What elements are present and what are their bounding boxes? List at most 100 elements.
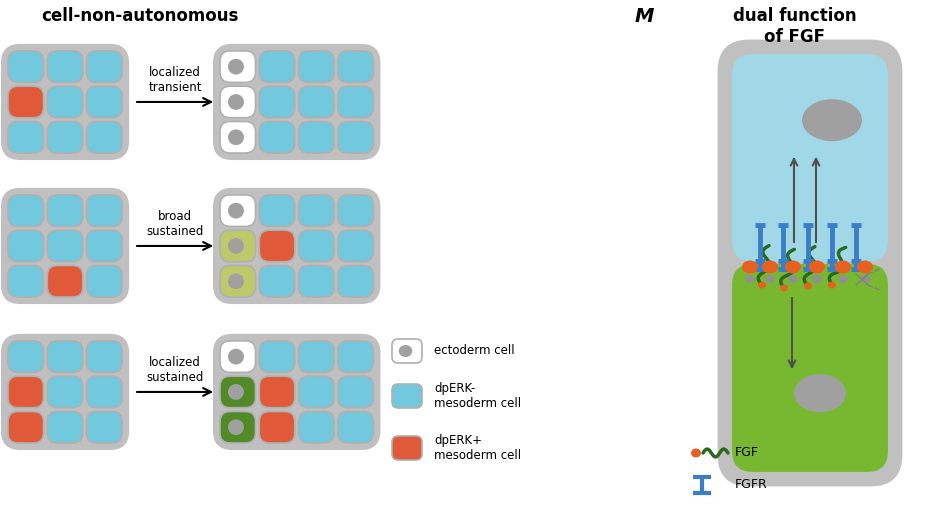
Ellipse shape: [228, 419, 244, 435]
Ellipse shape: [228, 129, 244, 145]
FancyBboxPatch shape: [259, 266, 295, 297]
FancyBboxPatch shape: [338, 341, 373, 372]
FancyBboxPatch shape: [8, 412, 44, 443]
Ellipse shape: [762, 260, 778, 274]
Ellipse shape: [228, 349, 244, 364]
FancyBboxPatch shape: [338, 230, 373, 261]
Text: localized
sustained: localized sustained: [146, 356, 203, 384]
FancyBboxPatch shape: [48, 86, 83, 118]
FancyBboxPatch shape: [259, 376, 295, 408]
FancyBboxPatch shape: [299, 51, 334, 82]
FancyBboxPatch shape: [299, 195, 334, 226]
Ellipse shape: [691, 448, 701, 457]
FancyBboxPatch shape: [48, 121, 83, 153]
FancyBboxPatch shape: [299, 121, 334, 153]
FancyBboxPatch shape: [299, 412, 334, 443]
FancyBboxPatch shape: [8, 51, 44, 82]
Ellipse shape: [742, 260, 758, 274]
FancyBboxPatch shape: [8, 195, 44, 226]
FancyBboxPatch shape: [48, 51, 83, 82]
FancyBboxPatch shape: [87, 230, 122, 261]
FancyBboxPatch shape: [719, 41, 901, 485]
Ellipse shape: [765, 275, 775, 283]
FancyBboxPatch shape: [8, 86, 44, 118]
FancyBboxPatch shape: [299, 266, 334, 297]
Ellipse shape: [860, 275, 870, 283]
FancyBboxPatch shape: [87, 376, 122, 408]
FancyBboxPatch shape: [214, 335, 380, 449]
FancyBboxPatch shape: [220, 230, 256, 261]
FancyBboxPatch shape: [220, 376, 256, 408]
Ellipse shape: [809, 260, 825, 274]
Ellipse shape: [398, 345, 412, 357]
FancyBboxPatch shape: [48, 230, 83, 261]
FancyBboxPatch shape: [259, 230, 295, 261]
FancyBboxPatch shape: [338, 51, 373, 82]
FancyBboxPatch shape: [338, 412, 373, 443]
FancyBboxPatch shape: [392, 384, 422, 408]
FancyBboxPatch shape: [220, 121, 256, 153]
Text: broad
sustained: broad sustained: [146, 211, 203, 238]
Ellipse shape: [835, 260, 851, 274]
FancyBboxPatch shape: [731, 53, 889, 263]
FancyBboxPatch shape: [338, 195, 373, 226]
FancyBboxPatch shape: [220, 51, 256, 82]
FancyBboxPatch shape: [731, 263, 889, 473]
FancyBboxPatch shape: [299, 230, 334, 261]
FancyBboxPatch shape: [392, 339, 422, 363]
Ellipse shape: [802, 99, 862, 141]
Ellipse shape: [838, 275, 848, 283]
FancyBboxPatch shape: [87, 121, 122, 153]
FancyBboxPatch shape: [338, 266, 373, 297]
FancyBboxPatch shape: [299, 86, 334, 118]
Ellipse shape: [228, 203, 244, 218]
FancyBboxPatch shape: [87, 266, 122, 297]
Ellipse shape: [228, 94, 244, 110]
Text: dpERK-
mesoderm cell: dpERK- mesoderm cell: [434, 382, 522, 410]
FancyBboxPatch shape: [8, 266, 44, 297]
Ellipse shape: [228, 384, 244, 400]
FancyBboxPatch shape: [48, 376, 83, 408]
Ellipse shape: [828, 281, 836, 289]
Text: cell-non-autonomous: cell-non-autonomous: [41, 7, 239, 25]
FancyBboxPatch shape: [2, 335, 128, 449]
FancyBboxPatch shape: [214, 189, 380, 303]
FancyBboxPatch shape: [299, 341, 334, 372]
FancyBboxPatch shape: [87, 86, 122, 118]
FancyBboxPatch shape: [8, 121, 44, 153]
FancyBboxPatch shape: [220, 195, 256, 226]
Ellipse shape: [804, 282, 812, 289]
Ellipse shape: [788, 275, 798, 283]
Ellipse shape: [228, 59, 244, 75]
FancyBboxPatch shape: [87, 195, 122, 226]
FancyBboxPatch shape: [48, 412, 83, 443]
Ellipse shape: [228, 274, 244, 289]
FancyBboxPatch shape: [48, 341, 83, 372]
Text: localized
transient: localized transient: [148, 67, 202, 94]
FancyBboxPatch shape: [48, 195, 83, 226]
FancyBboxPatch shape: [220, 86, 256, 118]
Ellipse shape: [228, 238, 244, 254]
Ellipse shape: [857, 260, 873, 274]
FancyBboxPatch shape: [259, 195, 295, 226]
Text: dpERK+
mesoderm cell: dpERK+ mesoderm cell: [434, 434, 522, 462]
Ellipse shape: [812, 275, 822, 283]
FancyBboxPatch shape: [259, 341, 295, 372]
Ellipse shape: [745, 275, 755, 283]
Text: FGFR: FGFR: [735, 478, 768, 491]
FancyBboxPatch shape: [259, 121, 295, 153]
Ellipse shape: [794, 374, 846, 412]
FancyBboxPatch shape: [8, 341, 44, 372]
FancyBboxPatch shape: [87, 412, 122, 443]
Text: M: M: [634, 7, 654, 26]
FancyBboxPatch shape: [220, 341, 256, 372]
FancyBboxPatch shape: [338, 121, 373, 153]
Ellipse shape: [785, 260, 801, 274]
FancyBboxPatch shape: [259, 412, 295, 443]
FancyBboxPatch shape: [259, 51, 295, 82]
FancyBboxPatch shape: [338, 376, 373, 408]
FancyBboxPatch shape: [87, 51, 122, 82]
Ellipse shape: [780, 285, 788, 291]
FancyBboxPatch shape: [259, 86, 295, 118]
FancyBboxPatch shape: [220, 412, 256, 443]
